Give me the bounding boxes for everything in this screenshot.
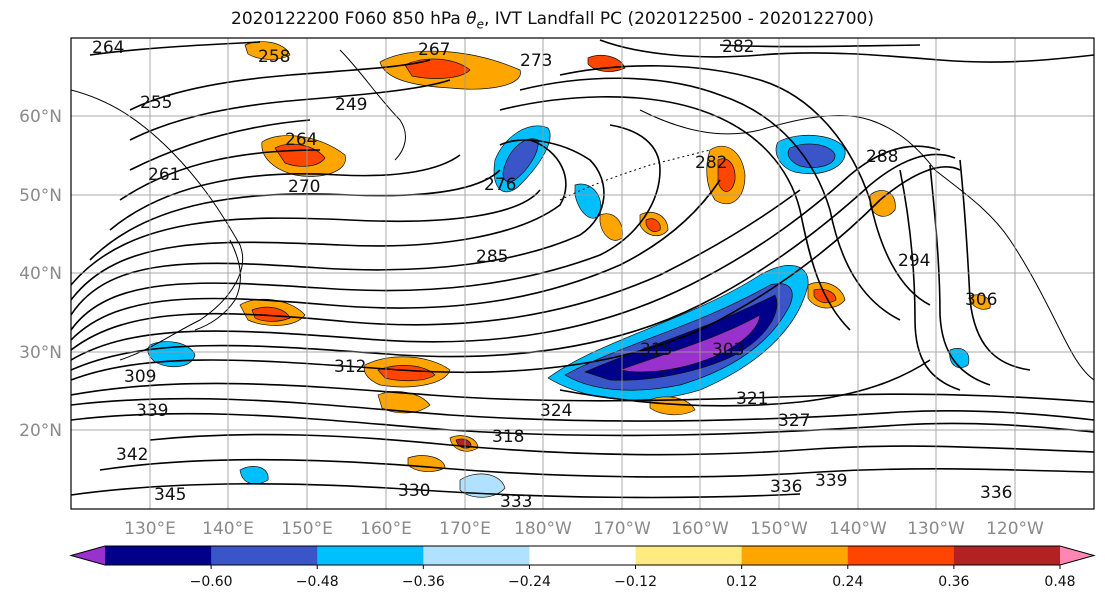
contour-label: 327 — [778, 411, 810, 431]
contour-label: 282 — [695, 153, 727, 173]
latitude-labels: 60°N 50°N 40°N 30°N 20°N — [19, 107, 62, 441]
colorbar-tick-label: 0.36 — [938, 574, 969, 590]
contour-label: 255 — [140, 93, 172, 113]
gridlines — [71, 38, 1094, 509]
colorbar-segment — [423, 546, 530, 565]
lon-label-130e: 130°E — [124, 519, 176, 539]
contour-label: 270 — [288, 177, 320, 197]
colorbar-tick-label: 0.48 — [1044, 574, 1075, 590]
lat-label-40n: 40°N — [19, 264, 62, 284]
alaska-coast — [639, 109, 936, 171]
colorbar-segment — [529, 546, 637, 565]
colorbar-tick-label: −0.36 — [402, 574, 445, 590]
contour-label: 276 — [484, 175, 516, 195]
colorbar-tick-label: 0.24 — [832, 574, 863, 590]
contour-label: 336 — [980, 483, 1012, 503]
lon-label-150e: 150°E — [281, 519, 333, 539]
colorbar-segment — [105, 546, 212, 565]
contour-label: 264 — [285, 130, 317, 150]
lon-label-170e: 170°E — [439, 519, 491, 539]
aleutian-chain — [559, 149, 711, 201]
map-area: 264 258 267 273 282 255 249 264 261 270 … — [71, 37, 1094, 512]
contour-label: 261 — [148, 165, 180, 185]
contour-label: 345 — [154, 485, 186, 505]
lat-label-50n: 50°N — [19, 186, 62, 206]
contour-label: 339 — [815, 471, 847, 491]
lon-label-180w: 180°W — [514, 519, 572, 539]
lat-label-20n: 20°N — [19, 421, 62, 441]
colorbar-extend-max — [1060, 546, 1094, 565]
contour-label: 303 — [712, 340, 744, 360]
lon-label-160e: 160°E — [360, 519, 412, 539]
negative-band-core — [618, 314, 761, 373]
contour-label: 312 — [334, 357, 366, 377]
colorbar-tick-label: 0.12 — [726, 574, 757, 590]
contour-label: 294 — [898, 251, 930, 271]
theta-e-contours — [71, 39, 1094, 499]
contour-label: 342 — [116, 445, 148, 465]
contour-label: 339 — [136, 401, 168, 421]
colorbar-segment — [847, 546, 955, 565]
lon-label-140w: 140°W — [829, 519, 887, 539]
contour-label: 333 — [500, 492, 532, 512]
contour-label: 264 — [92, 38, 124, 58]
contour-label: 285 — [476, 247, 508, 267]
contour-label: 267 — [418, 40, 450, 60]
contour-label: 306 — [965, 290, 997, 310]
lon-label-130w: 130°W — [907, 519, 965, 539]
colorbar-segment — [635, 546, 743, 565]
colorbar-tick-label: −0.60 — [190, 574, 233, 590]
contour-label: 249 — [335, 95, 367, 115]
contour-labels: 264 258 267 273 282 255 249 264 261 270 … — [92, 37, 1012, 512]
lat-label-60n: 60°N — [19, 107, 62, 127]
contour-label: 324 — [540, 401, 572, 421]
longitude-labels: 130°E 140°E 150°E 160°E 170°E 180°W 170°… — [124, 519, 1044, 539]
lon-label-150w: 150°W — [750, 519, 808, 539]
map-frame — [70, 37, 1095, 510]
contour-label: 318 — [492, 427, 524, 447]
lon-label-160w: 160°W — [671, 519, 729, 539]
contour-label: 315 — [640, 340, 672, 360]
lat-label-30n: 30°N — [19, 343, 62, 363]
contour-label: 336 — [770, 477, 802, 497]
colorbar-outline — [69, 545, 1096, 566]
contour-label: 273 — [520, 51, 552, 71]
lon-label-140e: 140°E — [202, 519, 254, 539]
contour-label: 282 — [722, 37, 754, 57]
colorbar: −0.60 −0.48 −0.36 −0.24 −0.12 0.12 0.24 0.36 0.4… — [69, 545, 1096, 590]
colorbar-tick-label: −0.48 — [296, 574, 339, 590]
contour-label: 309 — [124, 367, 156, 387]
contour-label: 330 — [398, 481, 430, 501]
contour-label: 321 — [736, 389, 768, 409]
contour-label: 258 — [258, 47, 290, 67]
lon-label-120w: 120°W — [986, 519, 1044, 539]
asia-coast — [71, 89, 244, 361]
japan-coast — [194, 239, 241, 331]
colorbar-tick-label: −0.24 — [508, 574, 551, 590]
contour-label: 288 — [866, 147, 898, 167]
lon-label-170w: 170°W — [593, 519, 651, 539]
colorbar-segment — [317, 546, 424, 565]
colorbar-segment — [211, 546, 318, 565]
colorbar-tick-label: −0.12 — [614, 574, 657, 590]
colorbar-segment — [741, 546, 849, 565]
colorbar-segment — [953, 546, 1061, 565]
kamchatka-coast — [339, 49, 406, 161]
colorbar-extend-min — [71, 546, 105, 565]
figure-title: 2020122200 F060 850 hPa θe, IVT Landfall… — [231, 9, 874, 32]
